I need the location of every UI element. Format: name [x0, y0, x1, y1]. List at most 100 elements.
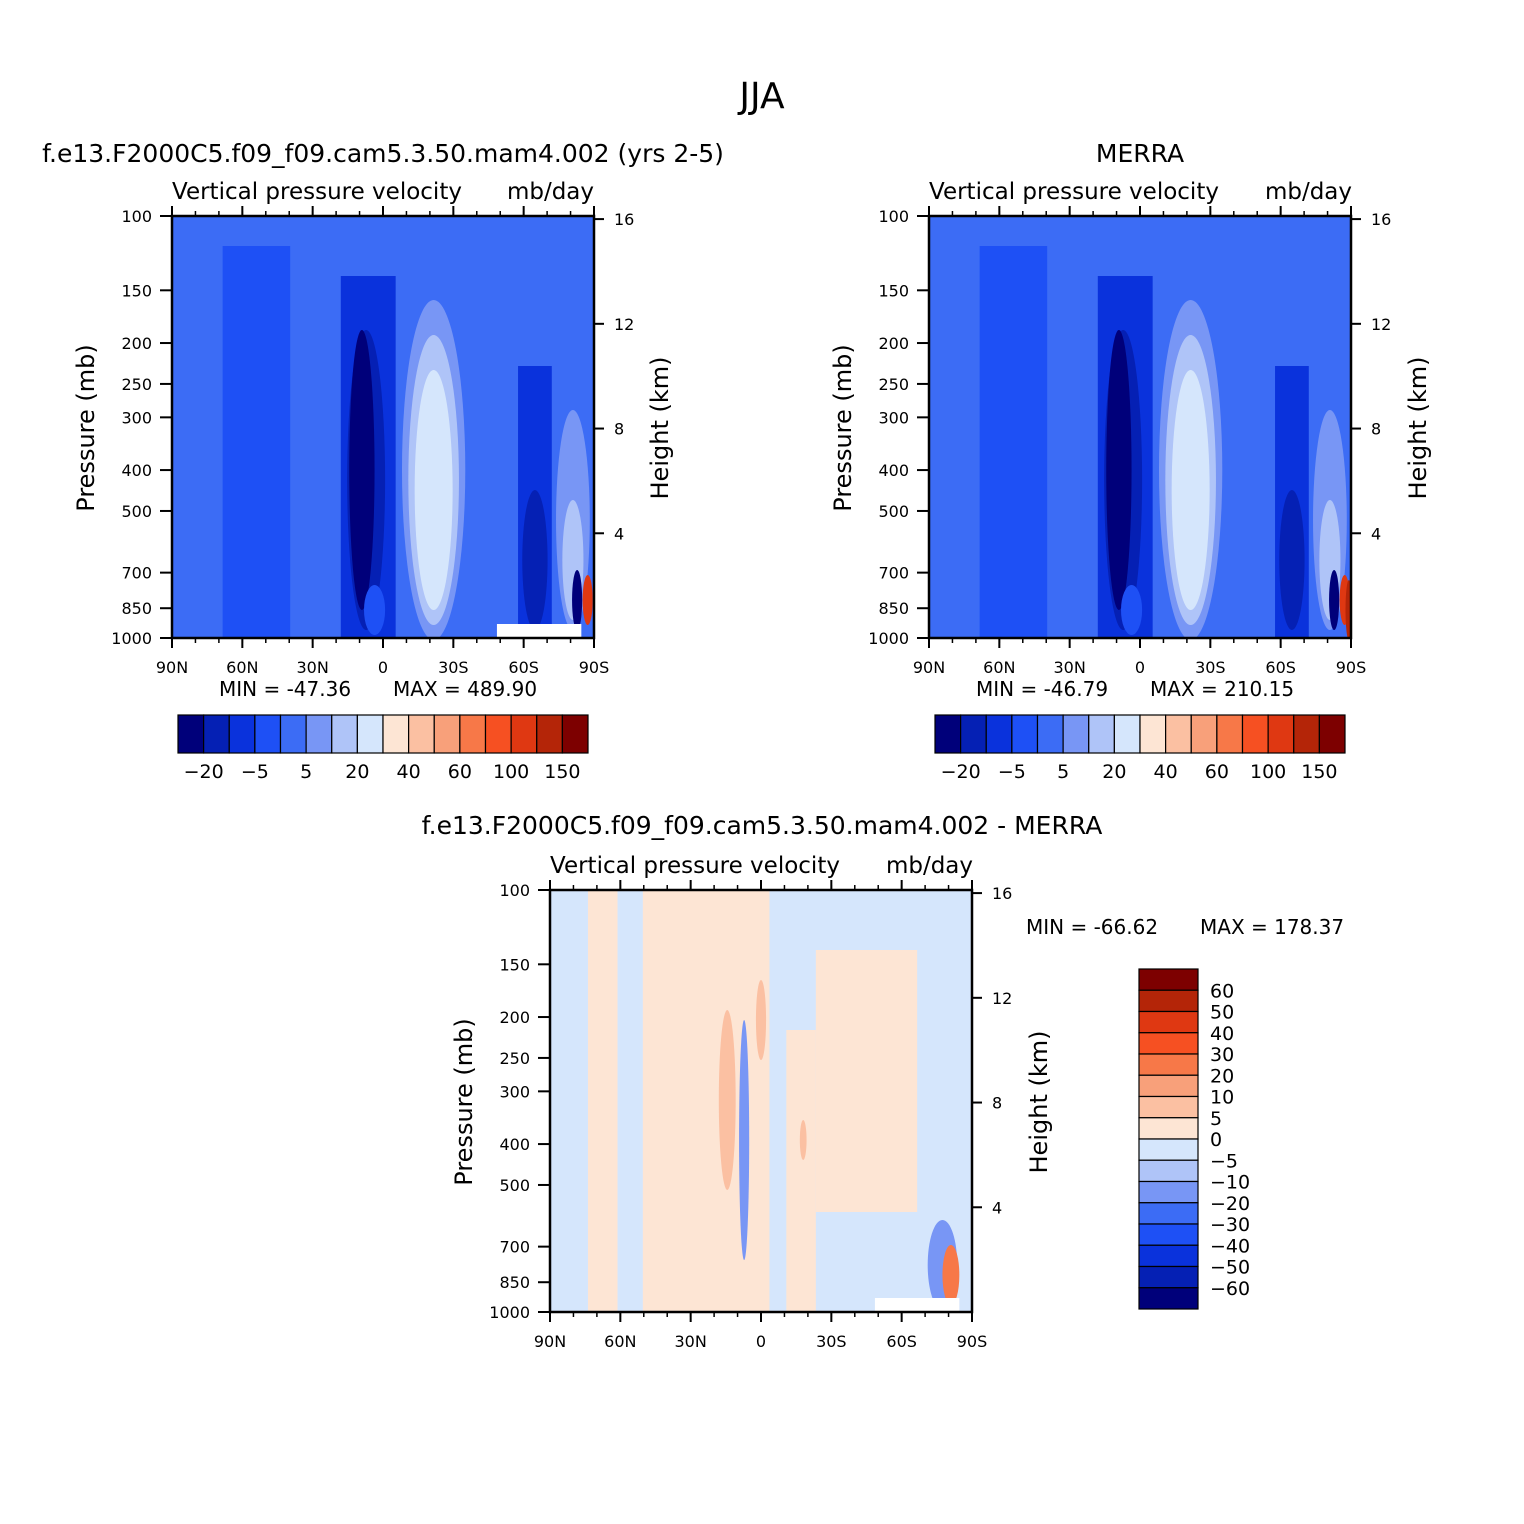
y-tick-label: 300 [878, 408, 909, 427]
x-tick-label: 60S [886, 1332, 917, 1351]
colorbar-label: −20 [941, 761, 981, 783]
panel-diff-title: f.e13.F2000C5.f09_f09.cam5.3.50.mam4.002… [422, 811, 1103, 840]
colorbar-box [1139, 714, 1167, 754]
x-tick-label: 90N [913, 658, 945, 677]
y-tick-label: 150 [878, 281, 909, 300]
y-tick-label: 1000 [489, 1303, 530, 1322]
colorbar-label: −40 [1210, 1235, 1250, 1257]
colorbar-label: 40 [1210, 1023, 1234, 1045]
diff-band-3 [815, 950, 918, 1212]
diff-pos-spot [755, 980, 767, 1060]
colorbar-box [356, 714, 384, 754]
panel-model-min: MIN = -47.36 [219, 677, 351, 701]
colorbar-label: −20 [1210, 1193, 1250, 1215]
colorbar-box [1011, 714, 1039, 754]
colorbar-label: 20 [345, 761, 369, 783]
y-tick-label: 150 [121, 281, 152, 300]
field-itcz-max [1106, 330, 1132, 610]
y2-tick-label: 8 [992, 1094, 1002, 1113]
colorbar-box [1138, 1287, 1199, 1310]
y-tick-label: 500 [878, 502, 909, 521]
colorbar-label: 30 [1210, 1044, 1234, 1066]
field-itcz-max [349, 330, 375, 610]
y-tick-label: 200 [121, 334, 152, 353]
colorbar-box [1138, 989, 1199, 1013]
colorbar-label: −5 [241, 761, 269, 783]
panel-model-axes: 90N 60N 30N 0 30S 60S 90S 100 150 200 250 300 400 500… [111, 206, 634, 677]
colorbar-box [254, 714, 282, 754]
x-tick-label: 30N [675, 1332, 707, 1351]
colorbar-box [1165, 714, 1192, 754]
y2-tick-label: 16 [614, 210, 634, 229]
x-tick-label: 60S [1265, 658, 1296, 677]
colorbar-box [382, 714, 410, 754]
x-tick-label: 90S [957, 1332, 988, 1351]
colorbar-box [1062, 714, 1090, 754]
colorbar-box [305, 714, 333, 754]
colorbar-box [1138, 1117, 1199, 1140]
panel-diff-min: MIN = -66.62 [1026, 915, 1158, 939]
y-tick-label: 1000 [111, 629, 152, 648]
panel-obs-max: MAX = 210.15 [1150, 677, 1294, 701]
diff-polar-pos [942, 1245, 960, 1305]
panel-obs-right-label: mb/day [1265, 179, 1352, 205]
colorbar-label: −30 [1210, 1214, 1250, 1236]
panel-diff-right-label: mb/day [886, 853, 973, 879]
y-tick-label: 850 [499, 1273, 530, 1292]
y2-tick-label: 8 [1371, 420, 1381, 439]
panel-obs-min: MIN = -46.79 [976, 677, 1108, 701]
colorbar-box [1138, 1265, 1199, 1289]
colorbar-box [985, 714, 1013, 754]
colorbar-label: −5 [998, 761, 1026, 783]
colorbar-label: 0 [1210, 1129, 1222, 1151]
y-tick-label: 400 [499, 1135, 530, 1154]
diff-neg-core [739, 1020, 750, 1260]
y-tick-label: 500 [499, 1176, 530, 1195]
colorbar-box [561, 714, 589, 754]
field-band-nh [979, 246, 1048, 638]
y2-tick-label: 12 [992, 989, 1012, 1008]
colorbar-box [1138, 1032, 1199, 1055]
y-tick-label: 700 [121, 564, 152, 583]
panel-diff-left-label: Vertical pressure velocity [550, 853, 840, 879]
colorbar-label: 60 [1205, 761, 1229, 783]
field-band-nh [222, 246, 291, 638]
colorbar-box [1138, 1095, 1199, 1119]
colorbar-box [510, 714, 538, 754]
y2-tick-label: 4 [1371, 524, 1381, 543]
panel-diff-plot [550, 890, 972, 1312]
colorbar-box [1138, 1138, 1199, 1161]
y-tick-label: 850 [121, 599, 152, 618]
y-tick-label: 200 [878, 334, 909, 353]
diff-pos-dot [799, 1120, 807, 1160]
colorbar-label: −20 [184, 761, 224, 783]
colorbar-box [960, 714, 987, 754]
colorbar-box [1088, 714, 1115, 754]
x-tick-label: 90N [156, 658, 188, 677]
panel-diff: f.e13.F2000C5.f09_f09.cam5.3.50.mam4.002… [422, 811, 1344, 1351]
colorbar-box [459, 714, 487, 754]
x-tick-label: 90S [1336, 658, 1367, 677]
field-polar-max [1345, 580, 1351, 638]
panel-model-plot [172, 216, 594, 638]
y2-tick-label: 12 [1371, 315, 1391, 334]
colorbar-box [177, 714, 205, 754]
field-missing-mask [874, 1298, 960, 1312]
x-tick-label: 30S [438, 658, 469, 677]
colorbar-label: −50 [1210, 1257, 1250, 1279]
panel-model-ylabel: Pressure (mb) [72, 344, 100, 511]
y-tick-label: 250 [499, 1049, 530, 1068]
colorbar-label: −60 [1210, 1278, 1250, 1300]
diff-band-2 [642, 890, 770, 1312]
colorbar-box [934, 714, 962, 754]
colorbar-label: 50 [1210, 1002, 1234, 1024]
y2-tick-label: 16 [992, 884, 1012, 903]
colorbar-label: 40 [397, 761, 421, 783]
y2-tick-label: 12 [614, 315, 634, 334]
colorbar-box [1138, 1010, 1199, 1034]
colorbar-box [1138, 1159, 1199, 1183]
colorbar-box [1138, 1074, 1199, 1098]
panel-model-title: f.e13.F2000C5.f09_f09.cam5.3.50.mam4.002… [42, 139, 724, 168]
